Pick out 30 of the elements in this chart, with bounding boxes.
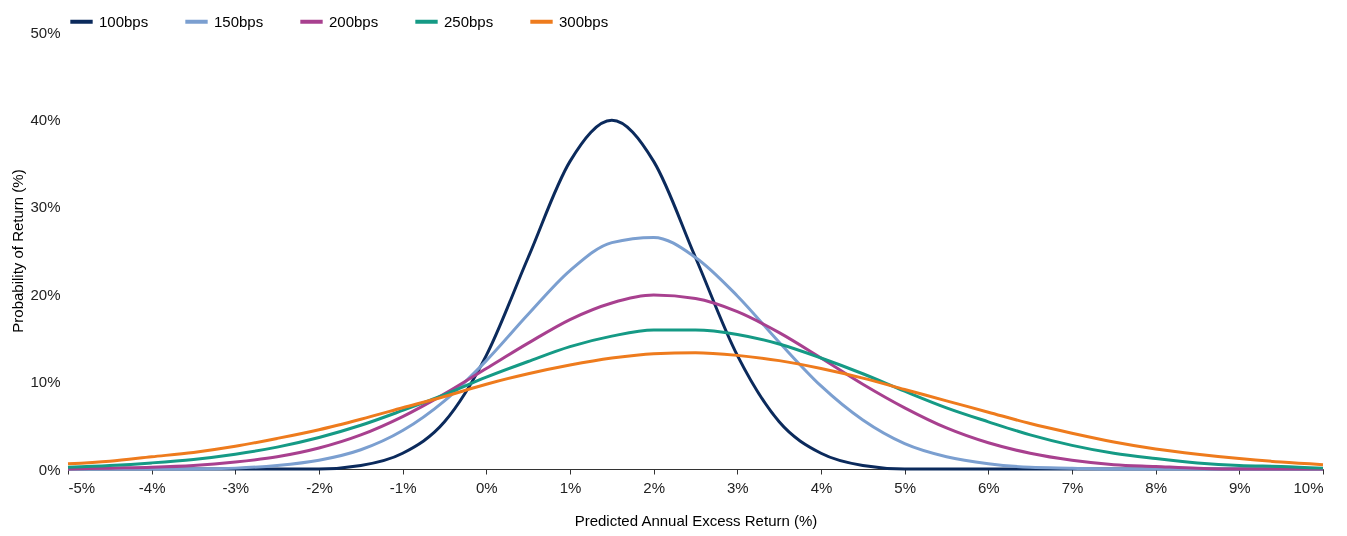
x-tick-label: -5% (68, 478, 96, 496)
x-tick-label: -4% (138, 478, 166, 496)
x-tick-label: -2% (306, 478, 333, 496)
x-tick-label: 8% (1145, 478, 1168, 496)
legend-label: 300bps (559, 12, 609, 30)
x-tick-label: 0% (475, 478, 498, 496)
legend-label: 150bps (214, 12, 264, 30)
line-series (66, 293, 1325, 471)
x-tick-label: 9% (1228, 478, 1251, 496)
x-tick-label: 6% (977, 478, 1000, 496)
legend-label: 100bps (99, 12, 149, 30)
x-tick-label: -1% (389, 478, 417, 496)
x-tick-label: -3% (222, 478, 250, 496)
y-tick-label: 20% (30, 285, 61, 303)
x-tick-label: 4% (810, 478, 833, 496)
x-tick-label: 10% (1293, 478, 1324, 496)
legend-label: 250bps (444, 12, 494, 30)
y-axis-title: Probability of Return (%) (9, 169, 27, 333)
x-tick-label: 3% (726, 478, 749, 496)
y-tick-label: 10% (30, 373, 61, 391)
x-tick-label: 1% (559, 478, 582, 496)
x-tick-label: 2% (643, 478, 666, 496)
legend-label: 200bps (329, 12, 379, 30)
x-tick-label: 5% (894, 478, 917, 496)
x-tick-label: 7% (1061, 478, 1084, 496)
y-tick-label: 30% (30, 198, 61, 216)
y-tick-label: 0% (38, 460, 61, 478)
y-tick-label: 40% (30, 110, 61, 128)
y-tick-label: 50% (30, 23, 61, 41)
x-axis-title: Predicted Annual Excess Return (%) (574, 511, 818, 529)
